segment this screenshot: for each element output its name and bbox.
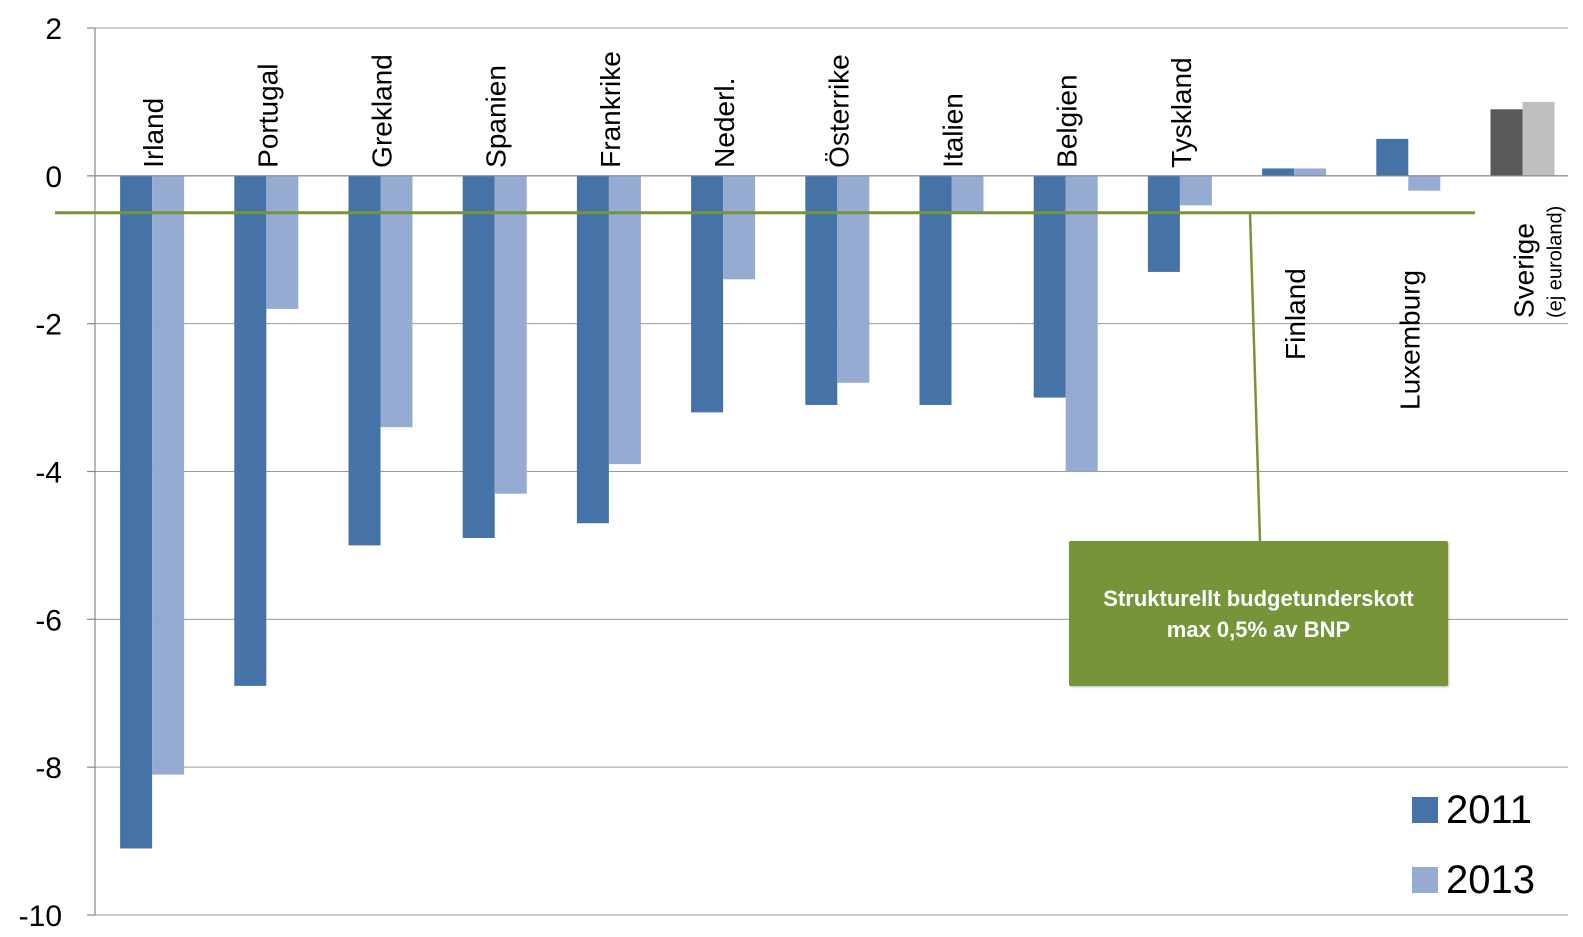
bar-2011-Italien [919, 175, 952, 405]
annotation-text: Strukturellt budgetunderskott max 0,5% a… [1103, 585, 1414, 642]
annotation-leader [1248, 212, 1262, 542]
legend: 2011 2013 [1412, 788, 1535, 902]
bar-2011-Luxemburg [1376, 138, 1409, 176]
bar-2011-Belgien [1033, 175, 1066, 398]
legend-swatch [1412, 797, 1438, 823]
category-label: Spanien [481, 65, 512, 168]
axes [87, 27, 1568, 916]
reference-line [55, 211, 1475, 542]
bar-2013-Tyskland [1179, 175, 1212, 206]
legend-label: 2011 [1446, 788, 1532, 832]
bar-2013-Portugal [266, 175, 299, 309]
bar-2011-Nederl. [691, 175, 724, 413]
legend-label: 2013 [1446, 858, 1535, 902]
bar-2013-Luxemburg [1408, 175, 1441, 191]
bar-2013-Finland [1294, 168, 1327, 176]
legend-swatch [1412, 867, 1438, 893]
annotation-box: Strukturellt budgetunderskott max 0,5% a… [1069, 541, 1448, 686]
y-tick-label: -4 [35, 457, 62, 490]
bar-2011-Grekland [348, 175, 381, 546]
bar-2013-Österrike [837, 175, 870, 383]
y-tick-label: -8 [35, 752, 62, 785]
category-label: Nederl. [709, 78, 740, 168]
bar-2011-Portugal [234, 175, 267, 686]
category-note: (ej euroland) [1545, 206, 1567, 318]
bar-2011-Finland [1262, 168, 1295, 176]
bar-2011-Spanien [462, 175, 495, 539]
bar-2013-Grekland [380, 175, 413, 428]
category-label: Frankrike [595, 51, 626, 168]
bar-2013-Italien [951, 175, 984, 213]
y-tick-label: -2 [35, 309, 62, 342]
bar-2013-Irland [152, 175, 185, 775]
bar-2011-Irland [120, 175, 153, 849]
bar-2013-Sverige [1522, 101, 1555, 176]
category-label: Sverige [1509, 223, 1540, 318]
bar-2011-Sverige [1490, 109, 1523, 176]
category-label: Tyskland [1166, 57, 1197, 168]
category-label: Italien [938, 93, 969, 168]
category-label: Grekland [367, 54, 398, 168]
bar-2011-Frankrike [576, 175, 609, 524]
category-label: Österrike [823, 54, 854, 168]
category-label: Portugal [252, 64, 283, 168]
y-tick-label: 2 [45, 13, 62, 46]
category-label: Finland [1280, 268, 1311, 360]
bar-2013-Frankrike [608, 175, 641, 465]
bar-2011-Österrike [805, 175, 838, 405]
y-tick-label: -10 [19, 900, 62, 933]
y-axis-ticks: 2 0 -2 -4 -6 -8 -10 [19, 13, 62, 933]
bar-2013-Nederl. [723, 175, 756, 280]
bars [120, 101, 1555, 849]
category-labels: Irland Portugal Grekland Spanien Frankrike Ne… [138, 51, 1566, 410]
y-tick-label: -6 [35, 604, 62, 637]
bar-2011-Tyskland [1147, 175, 1180, 272]
category-label: Belgien [1052, 74, 1083, 167]
category-label: Irland [138, 98, 169, 168]
bar-2013-Spanien [494, 175, 527, 494]
category-label: Luxemburg [1394, 270, 1425, 410]
bar-2013-Belgien [1065, 175, 1098, 472]
y-tick-label: 0 [45, 161, 62, 194]
